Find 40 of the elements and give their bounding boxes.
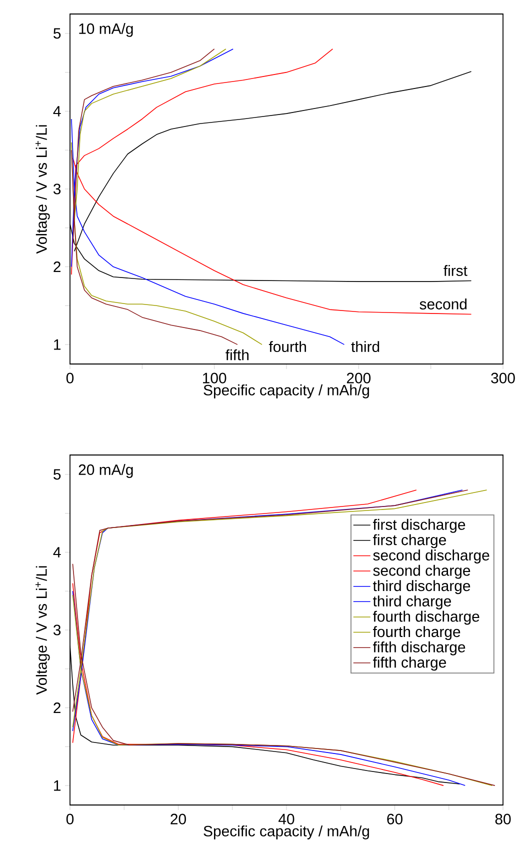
y-tick-label: 4 <box>53 547 61 558</box>
y-tick-label: 5 <box>54 28 61 39</box>
x-tick-label: 300 <box>491 372 515 384</box>
x-tick-label: 60 <box>387 814 402 824</box>
x-tick-label: 0 <box>66 372 74 384</box>
x-tick-label: 200 <box>346 372 371 384</box>
series-label: fourth <box>268 341 306 352</box>
y-tick-label: 4 <box>53 106 61 116</box>
legend-label: fourth charge <box>372 626 460 640</box>
x-tick-label: 100 <box>203 372 226 384</box>
x-tick-label: 20 <box>170 814 186 824</box>
series-label: second <box>420 298 467 310</box>
y-tick-label: 5 <box>54 469 61 480</box>
x-tick-label: 80 <box>495 814 511 824</box>
series-label: fifth <box>226 349 249 360</box>
x-axis-title: Specific capacity / mAh/g <box>204 825 369 840</box>
legend-label: second discharge <box>373 550 490 564</box>
legend-label: first discharge <box>372 518 466 533</box>
x-axis-title: Specific capacity / mAh/g <box>204 384 369 398</box>
legend-label: fifth discharge <box>372 641 466 656</box>
series-label: first <box>444 265 468 276</box>
x-tick-label: 40 <box>278 814 294 824</box>
legend-label: fifth charge <box>372 656 446 671</box>
y-tick-label: 2 <box>54 262 60 272</box>
series-label: third <box>351 341 380 352</box>
x-tick-label: 0 <box>66 814 74 824</box>
text: 20 mA/g <box>78 464 133 478</box>
legend-label: second charge <box>373 564 470 579</box>
y-axis-title: Voltage / V vs Li$^{+}$/Li <box>35 566 50 695</box>
y-tick-label: 3 <box>53 184 61 194</box>
legend-label: first charge <box>372 534 446 548</box>
y-tick-label: 3 <box>53 624 61 636</box>
y-tick-label: 2 <box>54 702 60 713</box>
y-tick-label: 1 <box>54 780 60 791</box>
legend-label: third discharge <box>372 580 470 594</box>
legend-label: fourth discharge <box>372 610 480 625</box>
legend-label: third charge <box>372 595 451 610</box>
text: 10 mA/g <box>79 23 133 37</box>
y-axis-title: Voltage / V vs Li$^{+}$/Li <box>35 125 50 254</box>
y-tick-label: 1 <box>54 339 60 350</box>
